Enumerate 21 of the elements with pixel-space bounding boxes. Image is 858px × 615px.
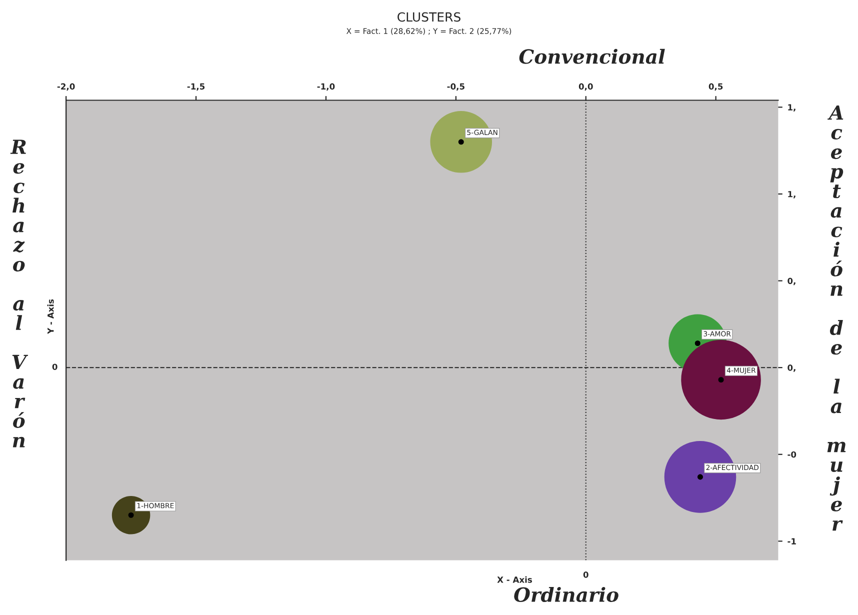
ref-line-label: 0 [583,572,588,578]
x-tick-label: 0,5 [708,83,723,91]
y-tick-label: -1 [788,538,796,544]
text: Rechazo al Varón [10,140,28,448]
x-tick-label: -1,5 [187,83,205,91]
y-tick-label: 1, [788,104,796,112]
x-axis-title: X - Axis [497,576,532,583]
x-tick-label: -2,0 [57,83,75,91]
x-tick-label: -1,0 [317,83,335,91]
x-tick-label: -0,5 [447,83,464,91]
text: Ordinario [514,586,618,602]
text: Aceptación de la mujer [827,106,846,531]
y-tick-label: 1, [788,191,796,198]
ref-line-label: 0 [52,364,58,370]
y-tick-label: 0, [788,364,796,372]
y-tick-label: 0, [788,278,796,286]
y-axis-title: Y - Axis [47,299,54,334]
x-tick-label: 0,0 [578,83,593,91]
chart-title: CLUSTERS [398,12,460,22]
text: Convencional [519,48,665,64]
y-tick-label: -0 [788,451,796,458]
